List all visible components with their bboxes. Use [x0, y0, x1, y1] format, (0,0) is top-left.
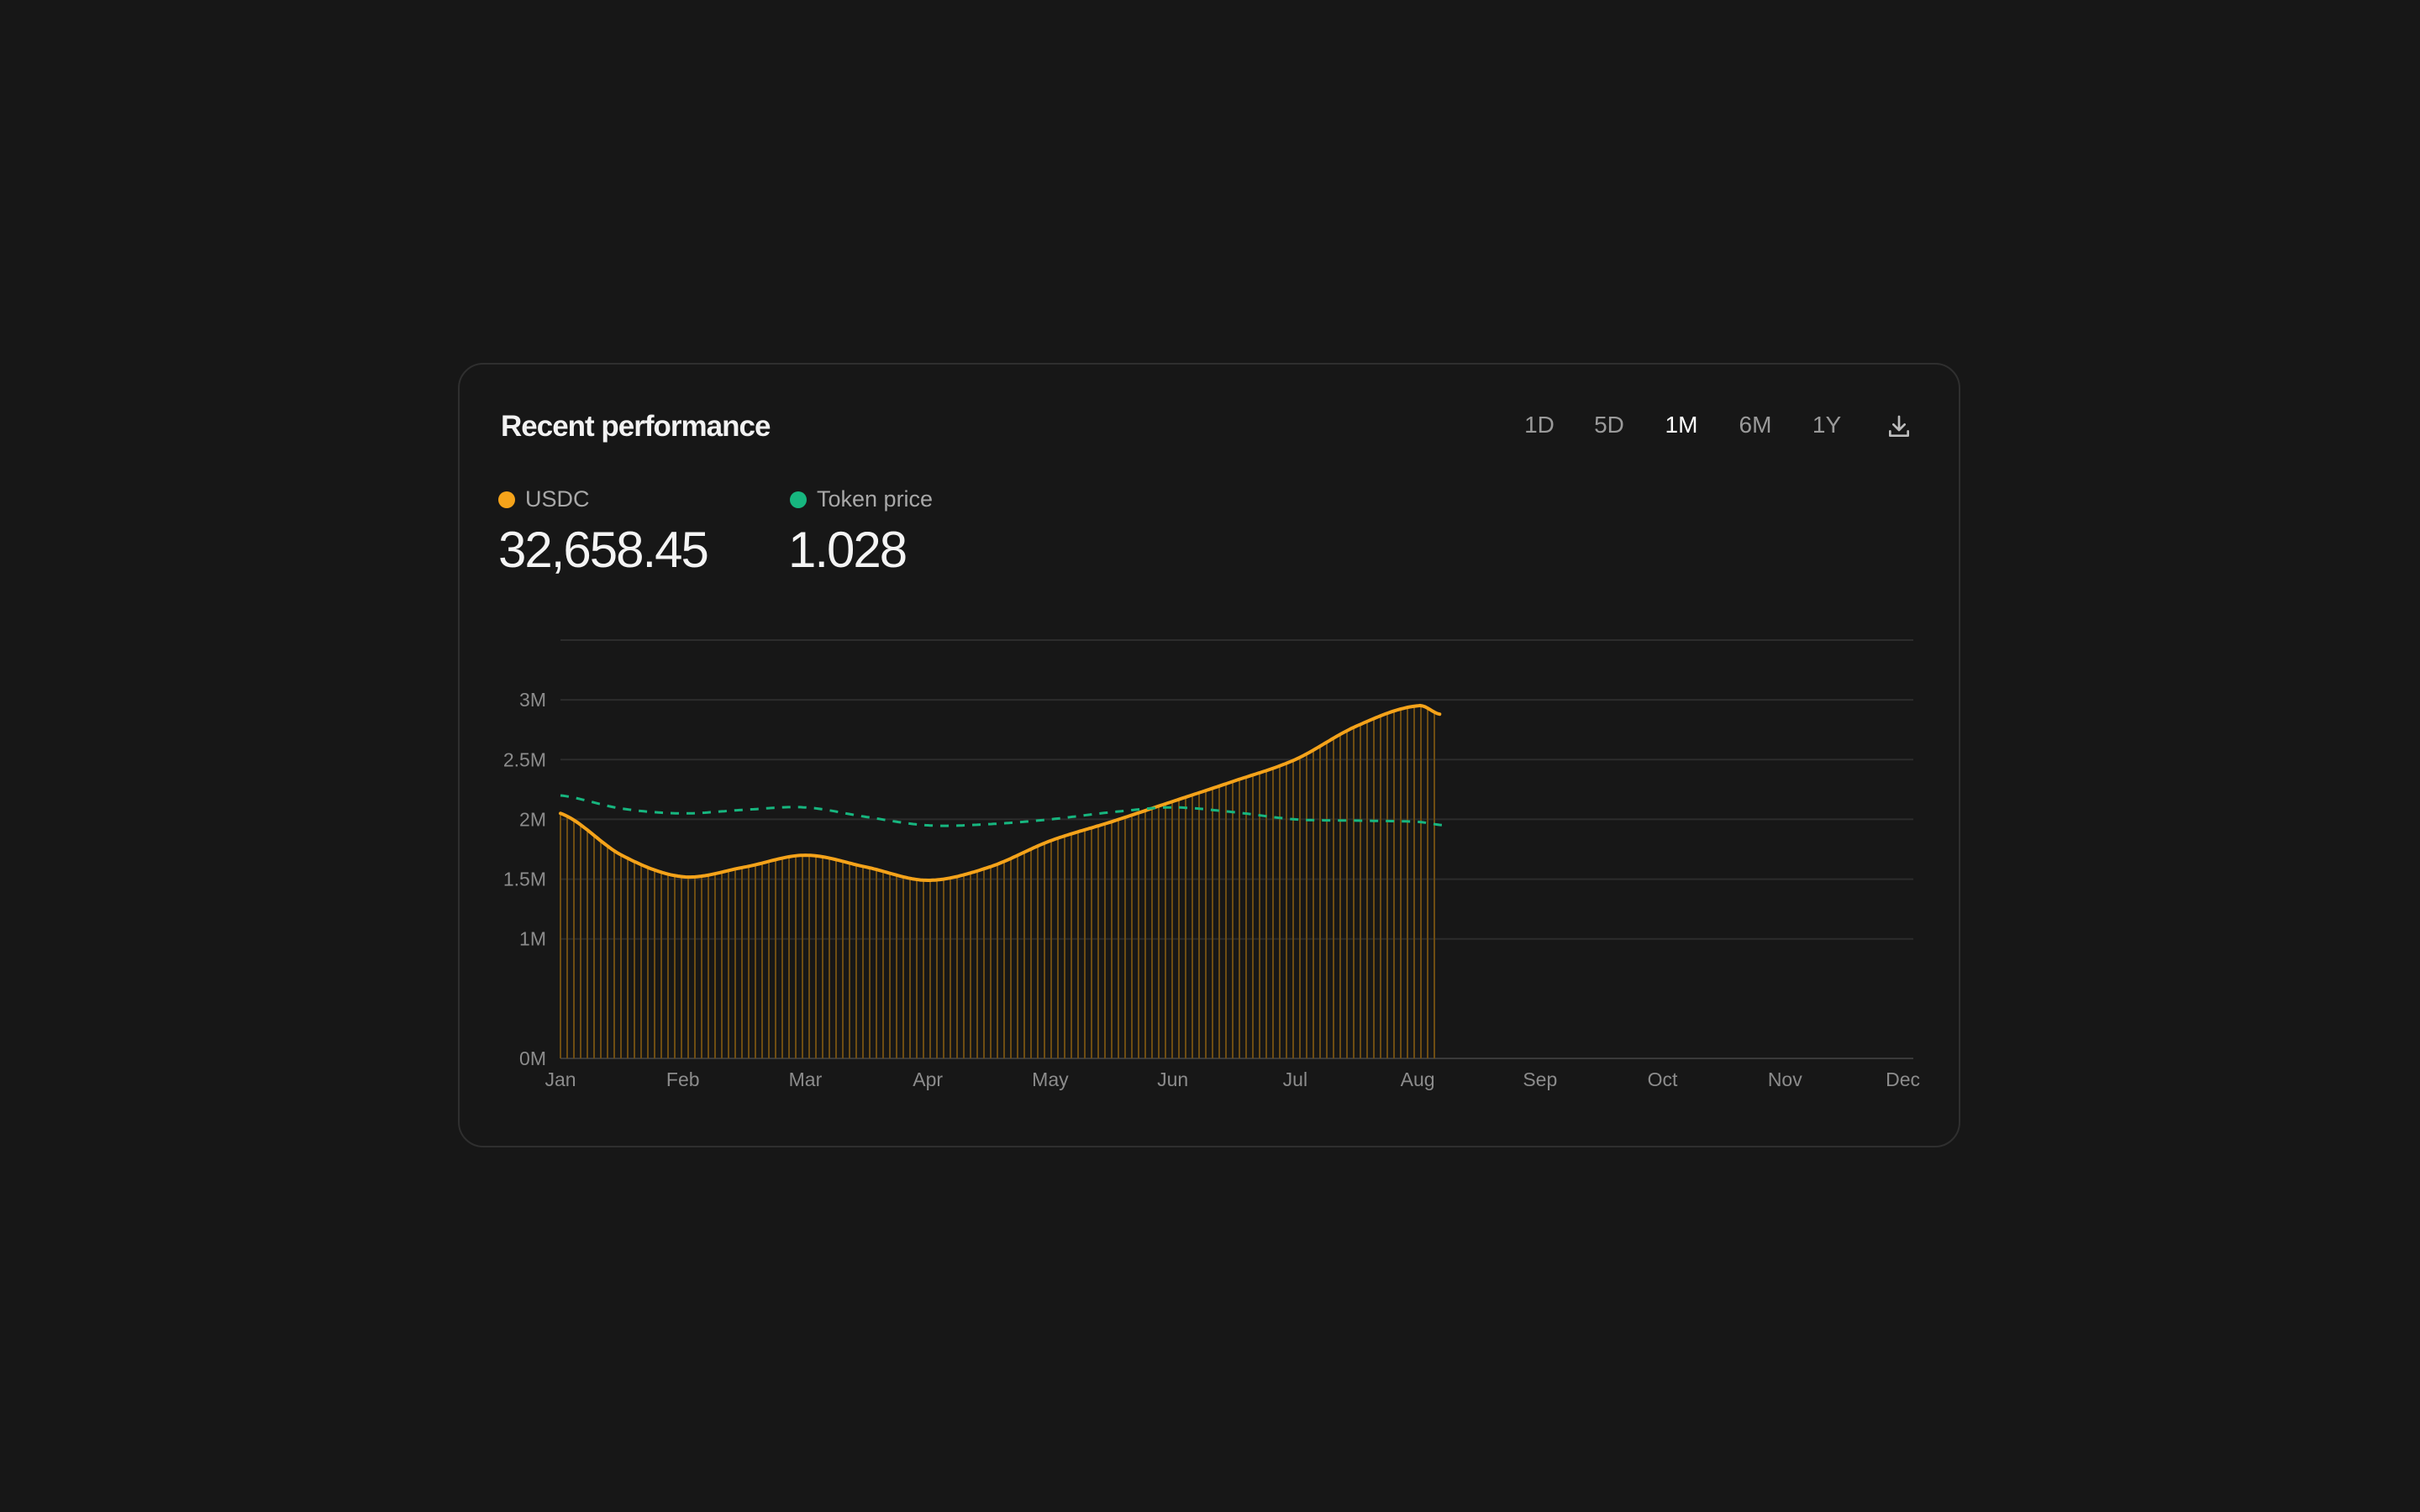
legend-usdc: USDC — [498, 486, 590, 512]
y-tick-label: 3M — [519, 689, 546, 711]
token-price-line — [560, 794, 1445, 827]
legend-token-label: Token price — [817, 486, 934, 512]
x-tick-label: Feb — [666, 1068, 700, 1090]
range-1d[interactable]: 1D — [1524, 412, 1555, 438]
token-dot-icon — [790, 491, 807, 508]
x-tick-label: Aug — [1401, 1068, 1435, 1090]
x-tick-label: Jul — [1283, 1068, 1307, 1090]
card-title: Recent performance — [501, 410, 771, 443]
token-price-value: 1.028 — [788, 522, 908, 578]
x-tick-label: Nov — [1768, 1068, 1802, 1090]
x-tick-label: Dec — [1886, 1068, 1920, 1090]
legend-token-price: Token price — [790, 486, 933, 512]
range-5d[interactable]: 5D — [1594, 412, 1624, 438]
x-tick-label: Mar — [789, 1068, 823, 1090]
x-tick-label: Sep — [1523, 1068, 1557, 1090]
usdc-dot-icon — [498, 491, 515, 508]
y-tick-label: 2M — [519, 808, 546, 830]
x-tick-label: Oct — [1648, 1068, 1678, 1090]
usdc-value: 32,658.45 — [498, 522, 709, 578]
range-1m[interactable]: 1M — [1665, 412, 1698, 438]
x-tick-label: Apr — [913, 1068, 943, 1090]
x-tick-label: May — [1032, 1068, 1069, 1090]
x-tick-label: Jan — [544, 1068, 576, 1090]
usdc-line — [559, 703, 1442, 882]
range-1y[interactable]: 1Y — [1812, 412, 1842, 438]
y-tick-label: 1M — [519, 928, 546, 950]
y-tick-label: 0M — [519, 1047, 546, 1069]
range-6m[interactable]: 6M — [1739, 412, 1772, 438]
y-tick-label: 2.5M — [503, 748, 546, 770]
y-tick-label: 1.5M — [503, 869, 546, 890]
range-selector: 1D 5D 1M 6M 1Y — [460, 412, 1959, 445]
download-icon[interactable] — [1886, 413, 1912, 440]
legend-usdc-label: USDC — [525, 486, 590, 512]
x-tick-label: Jun — [1157, 1068, 1188, 1090]
